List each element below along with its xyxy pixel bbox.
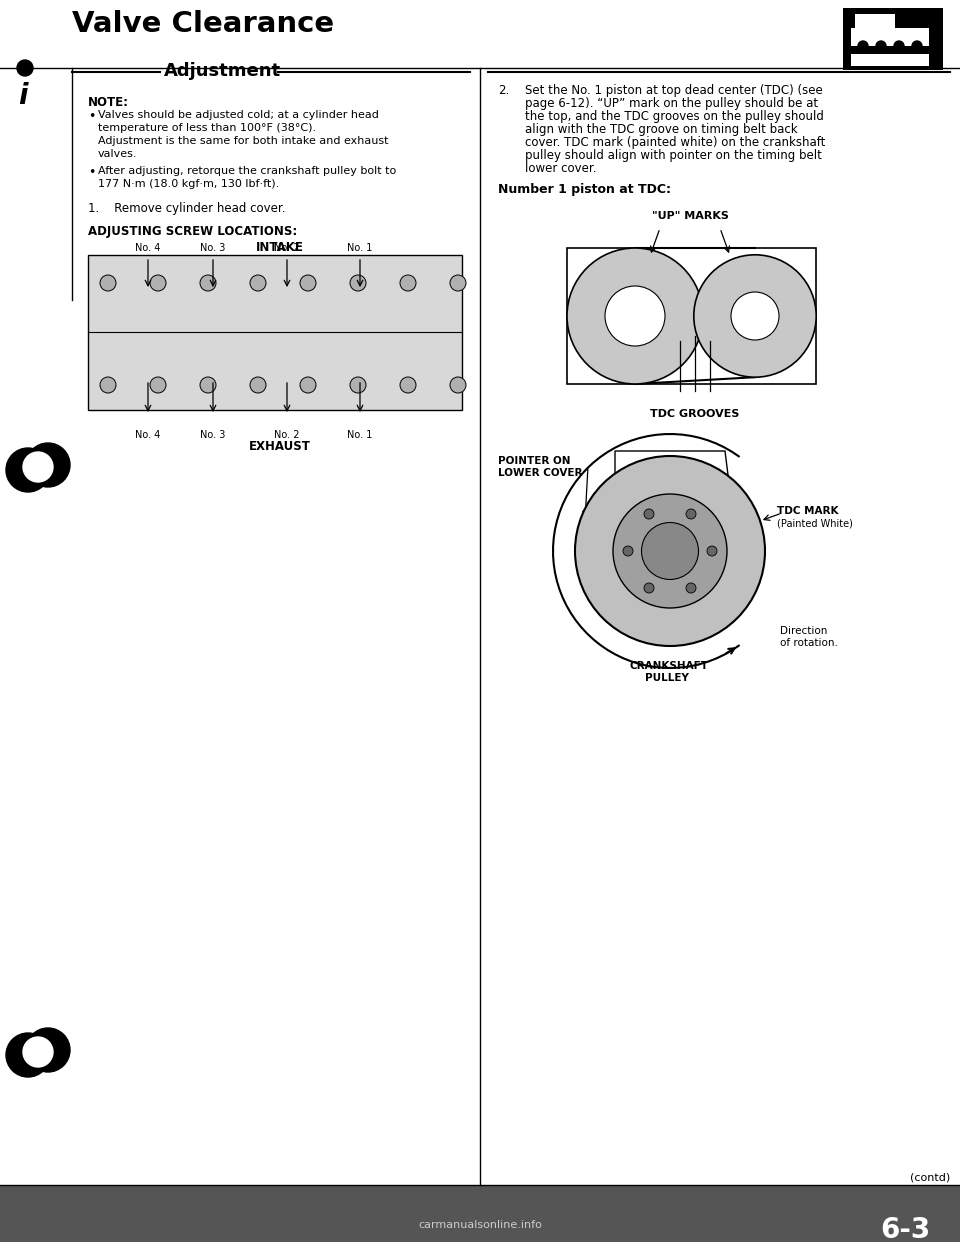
Circle shape	[400, 378, 416, 392]
Circle shape	[894, 41, 904, 51]
Text: After adjusting, retorque the crankshaft pulley bolt to: After adjusting, retorque the crankshaft…	[98, 166, 396, 176]
Circle shape	[613, 494, 727, 609]
Text: of rotation.: of rotation.	[780, 638, 838, 648]
Circle shape	[26, 443, 70, 487]
Text: •: •	[88, 111, 95, 123]
Text: LOWER COVER: LOWER COVER	[498, 468, 583, 478]
Text: (contd): (contd)	[910, 1172, 950, 1182]
Text: valves.: valves.	[98, 149, 137, 159]
Circle shape	[644, 582, 654, 592]
Text: 177 N·m (18.0 kgf·m, 130 lbf·ft).: 177 N·m (18.0 kgf·m, 130 lbf·ft).	[98, 179, 279, 189]
Text: Adjustment: Adjustment	[164, 62, 281, 79]
Circle shape	[450, 274, 466, 291]
Text: align with the TDC groove on timing belt back: align with the TDC groove on timing belt…	[525, 123, 798, 137]
Text: page 6-12). “UP” mark on the pulley should be at: page 6-12). “UP” mark on the pulley shou…	[525, 97, 818, 111]
Circle shape	[23, 1037, 53, 1067]
Circle shape	[686, 582, 696, 592]
Circle shape	[694, 255, 816, 378]
Bar	[0, 1185, 960, 1242]
Text: 2.: 2.	[498, 84, 509, 97]
Bar	[851, 53, 929, 66]
Circle shape	[150, 274, 166, 291]
Circle shape	[644, 509, 654, 519]
Text: NOTE:: NOTE:	[88, 96, 129, 109]
Text: •: •	[88, 166, 95, 179]
Text: Set the No. 1 piston at top dead center (TDC) (see: Set the No. 1 piston at top dead center …	[525, 84, 823, 97]
Circle shape	[575, 456, 765, 646]
Text: Valve Clearance: Valve Clearance	[72, 10, 334, 39]
Circle shape	[912, 41, 922, 51]
Text: carmanualsonline.info: carmanualsonline.info	[418, 1220, 542, 1230]
Text: No. 1: No. 1	[348, 243, 372, 253]
Text: Valves should be adjusted cold; at a cylinder head: Valves should be adjusted cold; at a cyl…	[98, 111, 379, 120]
Text: pulley should align with pointer on the timing belt: pulley should align with pointer on the …	[525, 149, 822, 161]
Circle shape	[876, 41, 886, 51]
Bar	[855, 14, 895, 29]
Circle shape	[17, 60, 33, 76]
Circle shape	[300, 378, 316, 392]
Text: (Painted White): (Painted White)	[777, 518, 852, 528]
Circle shape	[100, 378, 116, 392]
Bar	[843, 7, 943, 70]
Circle shape	[858, 41, 868, 51]
Circle shape	[567, 248, 703, 384]
Circle shape	[250, 378, 266, 392]
Text: No. 1: No. 1	[348, 430, 372, 440]
Circle shape	[200, 274, 216, 291]
Text: No. 2: No. 2	[275, 430, 300, 440]
Circle shape	[150, 378, 166, 392]
Text: "UP" MARKS: "UP" MARKS	[652, 211, 729, 221]
Text: ADJUSTING SCREW LOCATIONS:: ADJUSTING SCREW LOCATIONS:	[88, 225, 298, 238]
Circle shape	[6, 448, 50, 492]
Text: the top, and the TDC grooves on the pulley should: the top, and the TDC grooves on the pull…	[525, 111, 824, 123]
Circle shape	[100, 274, 116, 291]
Circle shape	[605, 286, 665, 347]
Bar	[88, 255, 462, 410]
Text: Adjustment is the same for both intake and exhaust: Adjustment is the same for both intake a…	[98, 137, 389, 147]
Circle shape	[23, 452, 53, 482]
Circle shape	[26, 1028, 70, 1072]
Circle shape	[450, 378, 466, 392]
Text: TDC GROOVES: TDC GROOVES	[650, 409, 740, 419]
Text: lower cover.: lower cover.	[525, 161, 596, 175]
Text: CRANKSHAFT: CRANKSHAFT	[630, 661, 709, 671]
Circle shape	[250, 274, 266, 291]
Text: Number 1 piston at TDC:: Number 1 piston at TDC:	[498, 183, 671, 196]
Text: Direction: Direction	[780, 626, 828, 636]
Circle shape	[623, 546, 633, 556]
Text: No. 3: No. 3	[201, 243, 226, 253]
Text: i: i	[18, 82, 28, 111]
Text: PULLEY: PULLEY	[645, 673, 689, 683]
Text: cover. TDC mark (painted white) on the crankshaft: cover. TDC mark (painted white) on the c…	[525, 137, 826, 149]
Circle shape	[300, 274, 316, 291]
Text: No. 4: No. 4	[135, 243, 160, 253]
Text: temperature of less than 100°F (38°C).: temperature of less than 100°F (38°C).	[98, 123, 316, 133]
Text: TDC MARK: TDC MARK	[777, 505, 838, 515]
Circle shape	[731, 292, 779, 340]
Text: INTAKE: INTAKE	[256, 241, 304, 255]
Circle shape	[6, 1033, 50, 1077]
Bar	[851, 29, 929, 46]
Circle shape	[707, 546, 717, 556]
Circle shape	[350, 378, 366, 392]
Text: 6-3: 6-3	[879, 1216, 930, 1242]
Circle shape	[200, 378, 216, 392]
Text: No. 4: No. 4	[135, 430, 160, 440]
Text: 1.    Remove cylinder head cover.: 1. Remove cylinder head cover.	[88, 202, 285, 215]
Circle shape	[686, 509, 696, 519]
Text: POINTER ON: POINTER ON	[498, 456, 570, 466]
Text: EXHAUST: EXHAUST	[249, 440, 311, 453]
Text: No. 3: No. 3	[201, 430, 226, 440]
Circle shape	[350, 274, 366, 291]
Text: No. 2: No. 2	[275, 243, 300, 253]
Bar	[567, 248, 816, 384]
Circle shape	[400, 274, 416, 291]
Circle shape	[641, 523, 699, 580]
